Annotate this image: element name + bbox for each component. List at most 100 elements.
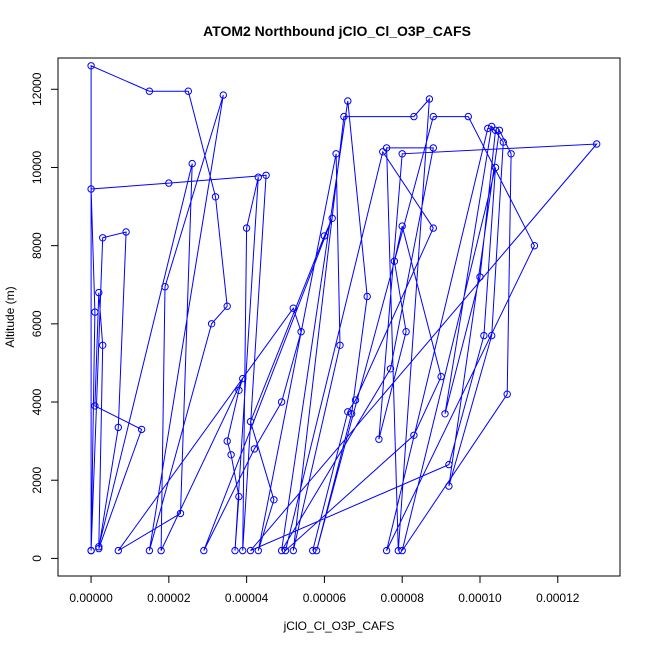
data-point — [495, 126, 504, 135]
data-point — [340, 112, 348, 121]
data-point — [386, 365, 395, 373]
data-point — [410, 431, 418, 439]
x-tick-label: 0.00000 — [69, 591, 113, 605]
data-point — [488, 122, 496, 131]
data-point — [375, 435, 383, 443]
data-point — [363, 292, 371, 301]
data-point — [398, 546, 406, 555]
data-point — [347, 410, 356, 418]
data-point — [503, 390, 511, 398]
data-point — [270, 496, 278, 504]
data-point — [246, 417, 255, 426]
data-point — [309, 546, 317, 555]
data-point — [91, 402, 99, 410]
data-point — [254, 173, 262, 181]
data-point — [122, 228, 130, 236]
data-point — [320, 232, 329, 240]
x-tick-label: 0.00002 — [147, 591, 191, 605]
data-point — [480, 331, 488, 340]
data-point — [188, 159, 196, 168]
data-point — [262, 171, 270, 180]
data-point — [87, 62, 95, 70]
data-point — [165, 179, 173, 187]
data-point — [95, 544, 103, 553]
data-point — [254, 546, 262, 555]
x-tick-label: 0.00012 — [536, 591, 580, 605]
data-point — [223, 437, 231, 445]
data-point — [344, 97, 352, 105]
data-point — [499, 138, 507, 146]
data-point — [200, 546, 208, 555]
data-point — [344, 408, 352, 416]
data-point — [398, 222, 406, 230]
data-point — [239, 546, 247, 555]
data-point — [114, 546, 123, 555]
data-point — [488, 331, 496, 340]
data-point — [161, 283, 169, 291]
data-point — [242, 224, 251, 232]
data-point — [328, 214, 336, 223]
data-point — [297, 328, 305, 336]
data-point — [445, 482, 453, 490]
data-point — [95, 288, 103, 297]
data-point — [289, 546, 297, 555]
data-point — [336, 341, 344, 349]
data-point — [87, 185, 95, 193]
data-point — [145, 87, 154, 95]
data-point — [410, 112, 418, 121]
y-tick-label: 12000 — [30, 72, 44, 106]
x-tick-label: 0.00010 — [458, 591, 502, 605]
data-point — [429, 224, 437, 232]
x-tick-label: 0.00006 — [303, 591, 347, 605]
data-point — [507, 150, 515, 158]
data-point — [219, 91, 228, 99]
data-point — [114, 423, 123, 432]
data-point — [176, 509, 185, 518]
data-point — [402, 328, 410, 336]
data-point — [312, 546, 321, 555]
data-point — [593, 140, 601, 148]
data-point — [437, 372, 445, 381]
data-point — [382, 546, 391, 555]
data-point — [99, 341, 107, 349]
data-point — [277, 398, 286, 406]
y-tick-label: 2000 — [30, 467, 44, 494]
x-tick-label: 0.00008 — [381, 591, 425, 605]
data-point — [277, 546, 286, 555]
data-point — [530, 242, 539, 250]
series-layer — [87, 62, 601, 555]
data-point — [231, 546, 239, 555]
data-point — [246, 546, 255, 555]
data-point — [390, 257, 399, 265]
data-point — [239, 374, 247, 383]
data-point — [382, 144, 391, 152]
data-point — [207, 320, 216, 328]
data-point — [99, 234, 107, 242]
data-point — [250, 445, 259, 453]
data-point — [394, 546, 402, 555]
x-axis-label: jClO_Cl_O3P_CAFS — [283, 619, 395, 633]
series-line — [90, 65, 598, 553]
data-point — [281, 546, 290, 555]
y-tick-label: 6000 — [30, 310, 44, 337]
data-point — [379, 148, 387, 156]
data-point — [429, 144, 437, 152]
data-point — [137, 425, 146, 434]
data-point — [491, 163, 500, 172]
data-point — [87, 546, 95, 555]
y-tick-label: 8000 — [30, 232, 44, 259]
data-point — [464, 112, 472, 121]
data-point — [95, 543, 103, 551]
data-point — [227, 451, 235, 459]
data-point — [445, 460, 453, 469]
data-point — [235, 386, 243, 394]
data-point — [289, 304, 297, 312]
data-point — [332, 150, 340, 158]
y-axis-label: Altitude (m) — [3, 286, 17, 347]
x-tick-label: 0.00004 — [225, 591, 269, 605]
data-point — [223, 302, 231, 310]
y-axis: 0 2000 4000 6000 8000 10000 12000 — [30, 72, 59, 562]
plot-area — [57, 57, 621, 577]
data-point — [145, 546, 154, 555]
